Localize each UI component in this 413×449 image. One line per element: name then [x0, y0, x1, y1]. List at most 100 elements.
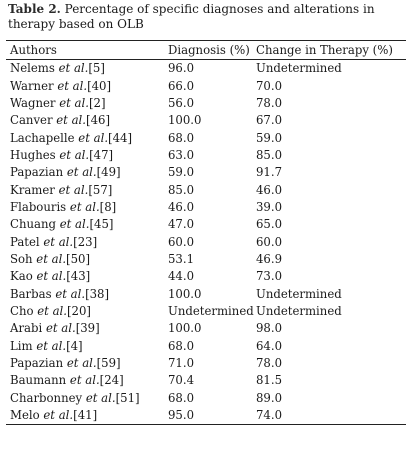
author-cell: Warner et al.[40] [6, 77, 166, 94]
reference-number: [49] [96, 165, 121, 180]
author-cell: Flabouris et al.[8] [6, 199, 166, 216]
change-in-therapy-cell: 60.0 [256, 234, 283, 249]
diagnosis-cell: 63.0 [168, 147, 195, 162]
author-name: Papazian [10, 356, 64, 371]
author-name: Lim [10, 338, 33, 353]
header-authors: Authors [6, 40, 166, 60]
change-in-therapy-cell: 70.0 [256, 78, 283, 93]
et-al-text: et al. [66, 356, 97, 371]
author-name: Melo [10, 408, 40, 423]
change-in-therapy-cell: 85.0 [256, 147, 283, 162]
author-cell: Soh et al.[50] [6, 251, 166, 268]
diagnosis-cell: 95.0 [166, 406, 256, 426]
header-row: Authors Diagnosis (%) Change in Therapy … [6, 40, 406, 60]
change-in-therapy-cell: 39.0 [256, 199, 283, 214]
author-cell: Kao et al.[43] [6, 268, 166, 285]
et-al-text: et al. [85, 390, 116, 405]
reference-number: [5] [88, 61, 105, 76]
reference-number: [59] [96, 356, 121, 371]
author-name: Baumann [10, 373, 67, 388]
table-row: Patel et al.[23] 60.0 60.0 [6, 233, 406, 250]
diagnosis-cell: 66.0 [168, 78, 195, 93]
reference-number: [24] [99, 373, 124, 388]
author-name: Soh [10, 251, 33, 266]
author-name: Charbonney [10, 390, 83, 405]
reference-number: [23] [73, 234, 98, 249]
change-in-therapy-cell: 64.0 [256, 338, 283, 353]
author-name: Cho [10, 303, 34, 318]
table-row: Kramer et al.[57] 85.0 46.0 [6, 181, 406, 198]
diagnosis-cell: 47.0 [168, 217, 195, 232]
author-cell: Lachapelle et al.[44] [6, 129, 166, 146]
table-row: Lim et al.[4] 68.0 64.0 [6, 338, 406, 355]
change-in-therapy-cell: Undetermined [256, 303, 342, 318]
reference-number: [57] [88, 182, 113, 197]
diagnosis-cell: 68.0 [168, 390, 195, 405]
change-in-therapy-cell: Undetermined [256, 286, 342, 301]
author-name: Canver [10, 113, 53, 128]
et-al-text: et al. [36, 338, 67, 353]
reference-number: [38] [85, 286, 110, 301]
table-row: Charbonney et al.[51] 68.0 89.0 [6, 390, 406, 407]
diagnosis-cell: 71.0 [168, 356, 195, 371]
author-name: Warner [10, 78, 54, 93]
author-name: Papazian [10, 165, 64, 180]
diagnosis-cell: 85.0 [168, 182, 195, 197]
diagnosis-cell: 96.0 [168, 61, 195, 76]
change-in-therapy-cell: Undetermined [256, 61, 342, 76]
reference-number: [50] [66, 251, 91, 266]
reference-number: [46] [86, 113, 111, 128]
reference-number: [2] [88, 95, 106, 110]
change-in-therapy-cell: 46.0 [256, 182, 283, 197]
reference-number: [47] [89, 147, 114, 162]
et-al-text: et al. [55, 286, 86, 301]
et-al-text: et al. [57, 78, 88, 93]
change-in-therapy-cell: 73.0 [256, 269, 283, 284]
diagnosis-cell: 60.0 [168, 234, 195, 249]
et-al-text: et al. [69, 373, 100, 388]
et-al-text: et al. [36, 251, 67, 266]
author-cell: Kramer et al.[57] [6, 181, 166, 198]
et-al-text: et al. [58, 61, 89, 76]
diagnosis-cell: 56.0 [168, 95, 195, 110]
et-al-text: et al. [59, 147, 90, 162]
author-cell: Barbas et al.[38] [6, 285, 166, 302]
table-row: Hughes et al.[47] 63.0 85.0 [6, 147, 406, 164]
et-al-text: et al. [69, 199, 100, 214]
diagnosis-cell: 100.0 [168, 113, 202, 128]
change-in-therapy-cell: 78.0 [256, 95, 283, 110]
diagnosis-cell: 46.0 [168, 199, 195, 214]
table-row: Wagner et al.[2] 56.0 78.0 [6, 95, 406, 112]
et-al-text: et al. [59, 217, 90, 232]
diagnosis-cell: 100.0 [168, 321, 202, 336]
author-cell: Lim et al.[4] [6, 338, 166, 355]
change-in-therapy-cell: 59.0 [256, 130, 283, 145]
et-al-text: et al. [37, 303, 67, 318]
et-al-text: et al. [78, 130, 109, 145]
diagnosis-cell: 68.0 [168, 130, 195, 145]
change-in-therapy-cell: 98.0 [256, 321, 283, 336]
et-al-text: et al. [56, 113, 87, 128]
et-al-text: et al. [66, 165, 97, 180]
author-cell: Cho et al.[20] [6, 303, 166, 320]
author-cell: Hughes et al.[47] [6, 147, 166, 164]
table-header: Authors Diagnosis (%) Change in Therapy … [6, 40, 406, 60]
table-row: Papazian et al.[59] 71.0 78.0 [6, 355, 406, 372]
table-row: Melo et al.[41] 95.0 74.0 [6, 406, 406, 426]
author-cell: Papazian et al.[49] [6, 164, 166, 181]
table-row: Flabouris et al.[8] 46.0 39.0 [6, 199, 406, 216]
table-caption-text: Percentage of specific diagnoses and alt… [8, 2, 375, 31]
header-change-in-therapy: Change in Therapy (%) [256, 40, 406, 60]
reference-number: [39] [75, 321, 100, 336]
reference-number: [8] [99, 199, 117, 214]
diagnosis-table: Authors Diagnosis (%) Change in Therapy … [6, 40, 406, 426]
table-container: Authors Diagnosis (%) Change in Therapy … [6, 40, 406, 442]
table-row: Barbas et al.[38] 100.0 Undetermined [6, 285, 406, 302]
table-row: Papazian et al.[49] 59.0 91.7 [6, 164, 406, 181]
author-name: Kramer [10, 182, 55, 197]
reference-number: [44] [108, 130, 133, 145]
et-al-text: et al. [43, 234, 74, 249]
author-cell: Nelems et al.[5] [6, 60, 166, 78]
author-cell: Canver et al.[46] [6, 112, 166, 129]
et-al-text: et al. [36, 269, 67, 284]
